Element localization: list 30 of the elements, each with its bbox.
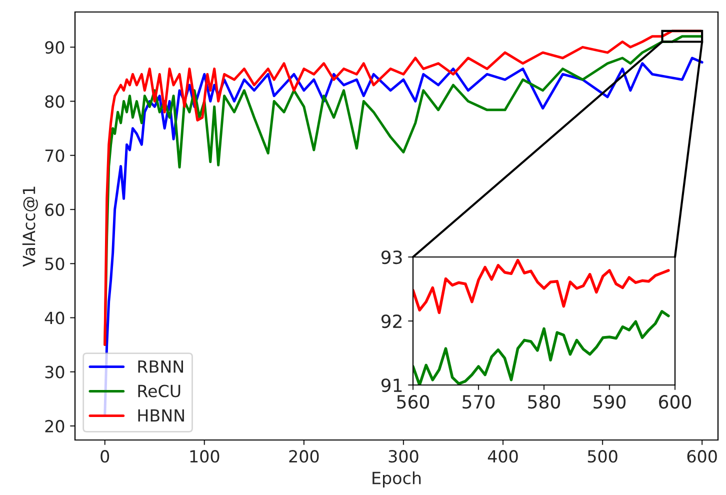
x-tick-label: 0 bbox=[100, 450, 110, 463]
y-tick-label: 93 bbox=[381, 250, 402, 264]
x-tick-label: 570 bbox=[462, 395, 495, 409]
line-series bbox=[413, 310, 670, 385]
y-tick-label: 92 bbox=[381, 314, 402, 328]
y-tick-label: 90 bbox=[45, 41, 64, 54]
x-tick-label: 590 bbox=[594, 395, 626, 409]
x-tick-label: 580 bbox=[528, 395, 560, 409]
legend-label: RBNN bbox=[138, 360, 183, 373]
y-tick-label: 40 bbox=[44, 312, 64, 324]
y-axis-title: ValAcc@1 bbox=[22, 186, 38, 267]
x-tick-label: 200 bbox=[289, 450, 319, 463]
x-tick-label: 100 bbox=[190, 450, 220, 463]
legend-label: ReCU bbox=[138, 384, 180, 398]
x-tick-label: 560 bbox=[397, 395, 430, 409]
y-tick-label: 50 bbox=[45, 258, 64, 270]
x-tick-label: 300 bbox=[388, 450, 418, 463]
y-tick-label: 20 bbox=[45, 420, 64, 432]
y-tick-label: 70 bbox=[45, 149, 64, 162]
x-tick-label: 400 bbox=[488, 450, 518, 463]
x-axis-title: Epoch bbox=[372, 471, 421, 488]
line-series bbox=[413, 258, 670, 314]
legend-label: HBNN bbox=[138, 409, 184, 422]
y-tick-label: 91 bbox=[381, 378, 402, 392]
x-tick-label: 600 bbox=[659, 395, 692, 409]
y-tick-label: 80 bbox=[45, 95, 64, 108]
x-tick-label: 600 bbox=[687, 450, 717, 463]
x-tick-label: 500 bbox=[588, 450, 618, 463]
y-tick-label: 30 bbox=[45, 366, 64, 378]
y-tick-label: 60 bbox=[45, 203, 64, 216]
